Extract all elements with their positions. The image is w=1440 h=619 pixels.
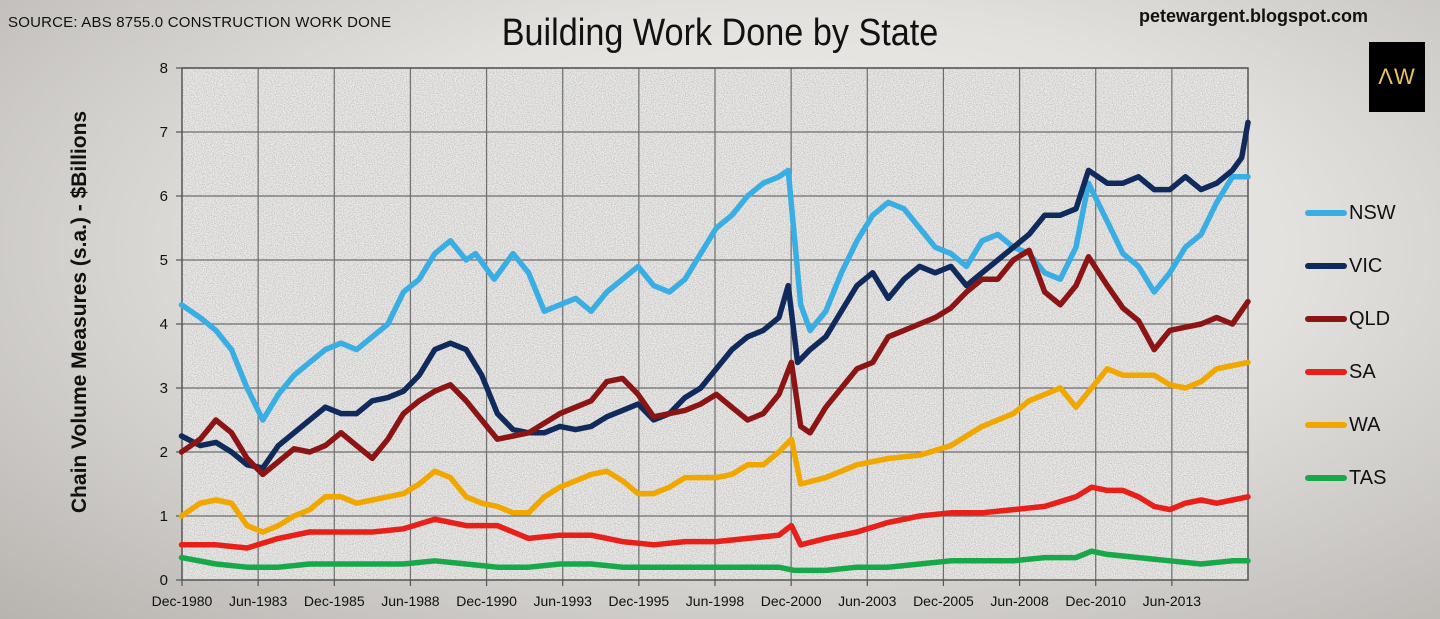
y-tick-label: 5 [160,252,168,269]
legend-label: NSW [1349,201,1396,224]
x-tick-label: Jun-1988 [381,593,440,609]
legend-swatch [1305,316,1347,322]
legend-item-vic: VIC [1305,253,1382,279]
legend-label: SA [1349,360,1376,383]
x-tick-label: Dec-1990 [456,593,517,609]
y-tick-label: 4 [160,316,168,333]
source-note: SOURCE: ABS 8755.0 CONSTRUCTION WORK DON… [8,14,392,31]
x-tick-label: Dec-2010 [1065,593,1126,609]
x-tick-label: Jun-2008 [990,593,1049,609]
legend-swatch [1305,422,1347,428]
legend-item-sa: SA [1305,359,1376,385]
blog-url: petewargent.blogspot.com [1138,6,1368,26]
series-line-wa [178,359,1251,535]
y-tick-label: 8 [160,60,168,77]
legend-item-nsw: NSW [1305,200,1396,226]
y-tick-label: 0 [160,572,168,589]
y-tick-label: 2 [160,444,168,461]
legend-label: TAS [1349,466,1387,489]
series-line-sa [178,484,1251,551]
legend-label: WA [1349,413,1381,436]
y-axis-label: Chain Volume Measures (s.a.) - $Billions [68,110,91,514]
series-line-qld [178,247,1251,478]
x-tick-label: Jun-1998 [686,593,745,609]
x-tick-label: Dec-2000 [761,593,822,609]
x-tick-label: Jun-2003 [838,593,897,609]
y-tick-label: 6 [160,188,168,205]
legend-item-qld: QLD [1305,306,1390,332]
series-line-tas [178,548,1251,574]
aw-logo: ΛW [1369,42,1425,112]
y-tick-label: 3 [160,380,168,397]
chart-title: Building Work Done by State [501,12,939,54]
series-line-vic [178,119,1251,471]
legend-swatch [1305,475,1347,481]
y-tick-label: 1 [160,508,168,525]
x-tick-label: Jun-1993 [534,593,593,609]
x-tick-label: Dec-1995 [609,593,670,609]
legend-item-tas: TAS [1305,465,1386,491]
series-lines [178,119,1251,574]
x-tick-label: Jun-2013 [1143,593,1202,609]
axes: 0 1 2 3 4 5 6 7 8 Dec-1980 Jun-1983 Dec-1985 Jun-198… [152,60,1249,609]
legend-swatch [1305,369,1347,375]
legend-item-wa: WA [1305,412,1380,438]
x-tick-label: Jun-1983 [229,593,288,609]
y-tick-label: 7 [160,124,168,141]
legend-label: VIC [1349,254,1383,277]
series-line-nsw [178,167,1251,423]
x-tick-label: Dec-1980 [152,593,213,609]
legend-swatch [1305,210,1347,216]
legend-swatch [1305,263,1347,269]
x-tick-label: Dec-2005 [913,593,974,609]
x-tick-label: Dec-1985 [304,593,365,609]
legend-label: QLD [1349,307,1391,330]
